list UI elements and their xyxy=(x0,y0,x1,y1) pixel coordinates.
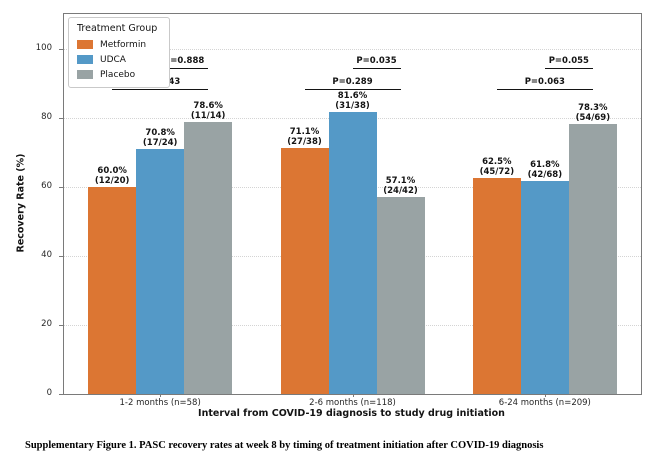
bar-fraction: (45/72) xyxy=(479,167,515,178)
p-value-label: P=0.289 xyxy=(332,77,373,87)
bar-value-label: 61.8% (42/68) xyxy=(503,160,587,180)
bar-percent: 62.5% xyxy=(482,157,512,168)
significance-bracket-line xyxy=(496,89,593,90)
legend-swatch-icon xyxy=(77,40,93,49)
y-tick-mark xyxy=(59,186,63,188)
y-tick-mark xyxy=(59,394,63,395)
bar-fraction: (12/20) xyxy=(94,175,130,186)
p-value-label: P=0.063 xyxy=(524,77,565,87)
bar-percent: 71.1% xyxy=(289,127,320,138)
y-tick-label: 40 xyxy=(41,249,52,260)
bar-udca-1 xyxy=(328,112,377,394)
legend-item-label: UDCA xyxy=(100,54,126,65)
legend-item-metformin: Metformin xyxy=(77,37,157,52)
y-tick-label: 80 xyxy=(41,111,52,122)
bar-metformin-0 xyxy=(88,186,137,394)
legend-items: Metformin UDCA Placebo xyxy=(77,37,157,82)
legend-item-label: Placebo xyxy=(100,69,136,80)
x-tick-label: 2-6 months (n=118) xyxy=(309,398,396,408)
y-tick-mark xyxy=(59,117,63,119)
x-tick-label: 1-2 months (n=58) xyxy=(119,398,201,408)
bar-value-label: 71.1% (27/38) xyxy=(263,127,347,147)
significance-bracket-line xyxy=(112,89,209,90)
significance-bracket-line xyxy=(352,68,401,69)
legend-item-label: Metformin xyxy=(100,39,147,50)
bar-fraction: (42/68) xyxy=(527,169,563,180)
bar-metformin-1 xyxy=(280,148,329,394)
bar-value-label: 57.1% (24/42) xyxy=(359,176,443,196)
legend: Treatment Group Metformin UDCA Placebo xyxy=(68,17,171,88)
bar-percent: 81.6% xyxy=(337,91,368,102)
x-tick-label: 6-24 months (n=209) xyxy=(498,398,591,408)
bar-fraction: (27/38) xyxy=(287,137,322,148)
bar-fraction: (17/24) xyxy=(142,138,178,149)
bar-value-label: 78.3% (54/69) xyxy=(551,103,635,123)
bar-value-label: 70.8% (17/24) xyxy=(118,128,202,148)
legend-item-udca: UDCA xyxy=(77,52,157,67)
bar-chart: Recovery Rate (%) Treatment Group Metfor… xyxy=(15,13,642,419)
x-tick-mark xyxy=(352,394,354,397)
significance-bracket-line xyxy=(304,89,401,90)
bar-fraction: (11/14) xyxy=(190,111,226,122)
legend-swatch-icon xyxy=(77,55,93,64)
x-tick-mark xyxy=(160,394,162,397)
y-tick-label: 0 xyxy=(46,388,52,398)
bar-placebo-1 xyxy=(376,196,425,394)
y-tick-mark xyxy=(59,255,63,257)
y-tick-label: 20 xyxy=(41,318,52,329)
bar-udca-0 xyxy=(136,149,185,394)
bar-percent: 70.8% xyxy=(145,128,175,139)
significance-bracket-line xyxy=(160,68,209,69)
y-axis-label: Recovery Rate (%) xyxy=(15,153,27,253)
legend-title: Treatment Group xyxy=(77,23,158,34)
p-value-label: P=0.055 xyxy=(548,56,589,66)
y-tick-label: 100 xyxy=(35,42,52,53)
y-tick-mark xyxy=(59,48,63,50)
p-value-label: P=0.888 xyxy=(164,56,205,66)
significance-bracket-line xyxy=(544,68,593,69)
bar-value-label: 62.5% (45/72) xyxy=(455,157,539,177)
y-tick-label: 60 xyxy=(41,180,52,191)
y-tick-mark xyxy=(59,324,63,326)
bar-percent: 78.3% xyxy=(578,102,608,113)
bar-percent: 78.6% xyxy=(193,101,223,112)
bar-fraction: (24/42) xyxy=(383,185,418,196)
bar-value-label: 81.6% (31/38) xyxy=(311,91,395,111)
plot-area: Treatment Group Metformin UDCA Placebo 60.… xyxy=(63,13,642,395)
bar-percent: 61.8% xyxy=(530,159,560,170)
bar-udca-2 xyxy=(520,180,569,394)
x-tick-mark xyxy=(544,394,546,397)
bar-value-label: 78.6% (11/14) xyxy=(166,101,250,121)
bar-percent: 60.0% xyxy=(97,165,127,176)
x-axis-label: Interval from COVID-19 diagnosis to stud… xyxy=(198,408,505,419)
bar-fraction: (54/69) xyxy=(575,112,611,123)
bar-placebo-2 xyxy=(568,123,617,394)
bar-metformin-2 xyxy=(472,178,521,394)
legend-swatch-icon xyxy=(77,70,93,79)
p-value-label: P=0.035 xyxy=(356,56,397,66)
bar-fraction: (31/38) xyxy=(335,101,370,112)
bar-placebo-0 xyxy=(184,122,233,394)
bar-percent: 57.1% xyxy=(385,175,416,186)
figure-caption: Supplementary Figure 1. PASC recovery ra… xyxy=(25,440,544,451)
legend-item-placebo: Placebo xyxy=(77,67,157,82)
bar-value-label: 60.0% (12/20) xyxy=(70,166,154,186)
gridline-100 xyxy=(64,48,641,50)
